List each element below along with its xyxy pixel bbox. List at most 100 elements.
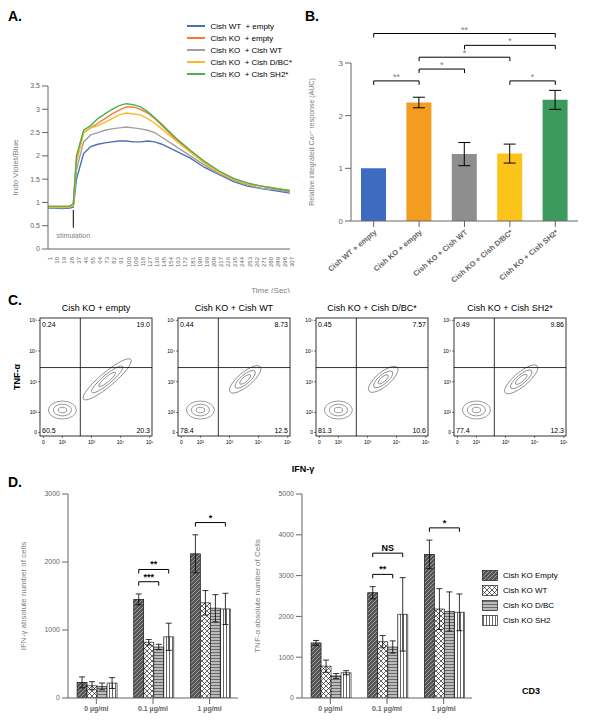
svg-text:4000: 4000 [278,531,294,538]
svg-text:Cish KO + empty: Cish KO + empty [62,303,131,313]
svg-text:***: *** [143,572,154,582]
svg-text:37: 37 [76,256,82,263]
svg-text:55: 55 [90,256,96,263]
svg-text:Indo Violet/Blue: Indo Violet/Blue [11,139,20,195]
svg-text:1 µg/ml: 1 µg/ml [432,705,456,713]
svg-text:289: 289 [275,256,281,267]
svg-text:0.45: 0.45 [318,321,332,328]
svg-text:8.73: 8.73 [274,321,288,328]
svg-text:253: 253 [247,256,253,267]
svg-text:10⁵: 10⁵ [284,439,292,445]
svg-text:46: 46 [83,256,89,263]
svg-text:172: 172 [182,256,188,267]
svg-text:280: 280 [268,256,274,267]
svg-text:19: 19 [61,256,67,263]
svg-text:226: 226 [225,256,231,267]
svg-text:Time (Sec): Time (Sec) [251,286,290,293]
svg-text:**: ** [379,564,387,574]
svg-text:0.24: 0.24 [42,321,56,328]
svg-text:100: 100 [126,256,132,267]
svg-text:127: 127 [147,256,153,267]
svg-text:0: 0 [56,694,60,701]
svg-text:10³: 10³ [364,439,372,445]
svg-text:0: 0 [448,429,451,435]
svg-text:TNF-α: TNF-α [12,364,22,390]
svg-text:0 µg/ml: 0 µg/ml [84,705,108,713]
svg-text:0.1 µg/ml: 0.1 µg/ml [138,705,168,713]
svg-text:1: 1 [47,256,53,260]
svg-text:163: 163 [175,256,181,267]
svg-text:1.5: 1.5 [30,176,40,183]
svg-text:10⁴: 10⁴ [167,348,175,354]
svg-text:199: 199 [204,256,210,267]
svg-text:7.57: 7.57 [412,321,426,328]
svg-text:10³: 10³ [444,379,452,385]
svg-text:190: 190 [197,256,203,267]
svg-text:0: 0 [339,217,344,226]
svg-text:0.1 µg/ml: 0.1 µg/ml [372,705,402,713]
svg-text:1000: 1000 [278,654,294,661]
svg-text:0.5: 0.5 [30,222,40,229]
svg-text:118: 118 [140,256,146,266]
svg-text:81.3: 81.3 [318,427,332,434]
svg-text:10⁴: 10⁴ [29,348,37,354]
svg-text:10²: 10² [168,409,176,415]
svg-text:244: 244 [239,256,245,267]
svg-text:0: 0 [456,439,459,445]
svg-text:262: 262 [254,256,260,267]
svg-text:217: 217 [218,256,224,267]
svg-text:Cish KO + Cish SH2*: Cish KO + Cish SH2* [467,303,553,313]
svg-text:0: 0 [180,439,183,445]
svg-text:1 µg/ml: 1 µg/ml [198,705,222,713]
svg-text:73: 73 [104,256,110,263]
svg-text:10⁴: 10⁴ [305,348,313,354]
svg-text:109: 109 [133,256,139,267]
svg-text:208: 208 [211,256,217,267]
svg-text:10²: 10² [306,409,314,415]
svg-text:**: ** [150,559,158,569]
svg-text:10³: 10³ [306,379,314,385]
svg-text:78.4: 78.4 [180,427,194,434]
svg-text:Cish KO + Cish SH2*: Cish KO + Cish SH2* [498,228,561,282]
svg-text:10⁵: 10⁵ [560,439,568,445]
svg-text:10²: 10² [30,409,38,415]
svg-text:0: 0 [34,429,37,435]
svg-text:10²: 10² [197,439,205,445]
svg-text:154: 154 [168,256,174,267]
svg-text:0: 0 [318,439,321,445]
svg-text:10²: 10² [473,439,481,445]
svg-text:10³: 10³ [88,439,96,445]
svg-text:IFN-γ absolute number of cells: IFN-γ absolute number of cells [19,542,28,651]
svg-text:10³: 10³ [168,379,176,385]
svg-text:IFN-γ: IFN-γ [292,464,315,474]
svg-text:3.5: 3.5 [30,82,40,89]
svg-text:235: 235 [232,256,238,267]
svg-text:2: 2 [36,152,40,159]
svg-text:10⁵: 10⁵ [422,439,430,445]
svg-text:10⁵: 10⁵ [146,439,154,445]
svg-text:12.5: 12.5 [274,427,288,434]
svg-text:298: 298 [282,256,288,267]
svg-text:10²: 10² [444,409,452,415]
svg-text:**: ** [393,72,401,82]
svg-text:10³: 10³ [502,439,510,445]
svg-text:19.0: 19.0 [136,321,150,328]
svg-text:10⁴: 10⁴ [531,439,539,445]
svg-text:3000: 3000 [44,490,60,497]
svg-text:2: 2 [339,112,344,121]
svg-text:91: 91 [118,256,124,263]
svg-text:Cish KO + Cish D/BC*: Cish KO + Cish D/BC* [327,303,417,313]
svg-text:5000: 5000 [278,490,294,497]
svg-text:10⁵: 10⁵ [29,317,37,323]
svg-text:181: 181 [190,256,196,267]
svg-text:10²: 10² [335,439,343,445]
svg-text:10⁴: 10⁴ [393,439,401,445]
svg-text:10²: 10² [59,439,67,445]
svg-text:0: 0 [290,694,294,701]
svg-text:0 µg/ml: 0 µg/ml [318,705,342,713]
svg-text:0: 0 [310,429,313,435]
svg-text:145: 145 [161,256,167,267]
svg-text:stimulation: stimulation [57,232,91,239]
svg-text:77.4: 77.4 [456,427,470,434]
svg-text:3000: 3000 [278,572,294,579]
